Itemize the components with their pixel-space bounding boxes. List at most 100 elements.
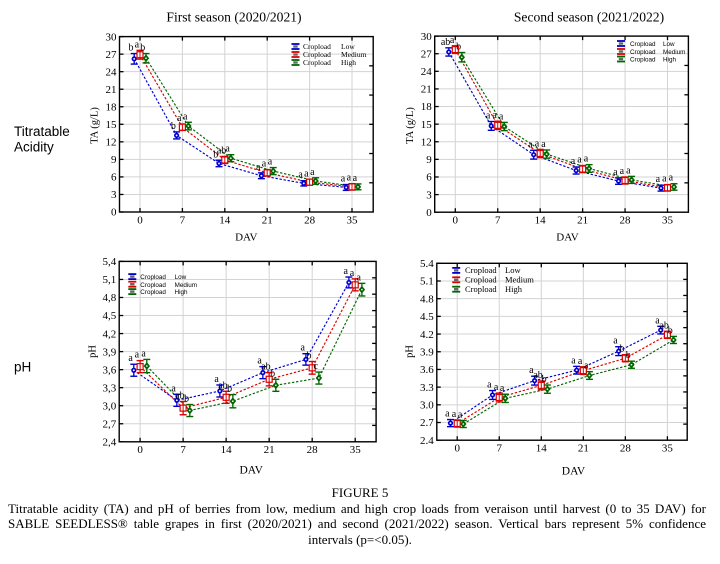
svg-text:pH: pH — [405, 345, 416, 358]
svg-text:28: 28 — [620, 215, 632, 227]
svg-text:DAV: DAV — [235, 231, 257, 243]
svg-text:3.3: 3.3 — [420, 382, 434, 394]
svg-text:a: a — [655, 315, 660, 326]
svg-text:24: 24 — [421, 66, 433, 78]
svg-text:a: a — [458, 409, 463, 420]
svg-text:High: High — [505, 284, 523, 294]
svg-text:14: 14 — [221, 444, 233, 456]
svg-text:0: 0 — [137, 444, 143, 456]
svg-text:DAV: DAV — [239, 464, 263, 476]
svg-text:ab: ab — [218, 380, 227, 391]
svg-text:0: 0 — [426, 207, 432, 219]
svg-text:a: a — [262, 159, 267, 170]
svg-text:ab: ab — [261, 362, 270, 373]
svg-text:Cropload: Cropload — [303, 42, 331, 51]
svg-text:Titratable: Titratable — [14, 124, 70, 139]
svg-text:18: 18 — [421, 101, 433, 113]
svg-text:a: a — [177, 113, 182, 124]
svg-text:6: 6 — [111, 172, 117, 184]
svg-text:21: 21 — [578, 443, 589, 455]
svg-text:21: 21 — [264, 444, 275, 456]
svg-text:b: b — [620, 344, 625, 355]
svg-text:9: 9 — [426, 154, 432, 166]
svg-text:Cropload: Cropload — [140, 274, 166, 281]
svg-text:35: 35 — [662, 215, 674, 227]
svg-text:Cropload: Cropload — [303, 50, 331, 59]
svg-text:a: a — [256, 162, 261, 173]
svg-text:3,6: 3,6 — [102, 364, 116, 376]
svg-text:a: a — [298, 170, 303, 181]
svg-text:Cropload: Cropload — [630, 41, 656, 48]
svg-text:a: a — [584, 361, 589, 372]
svg-text:a: a — [662, 174, 667, 185]
svg-text:a: a — [183, 111, 188, 122]
svg-text:14: 14 — [536, 443, 548, 455]
svg-text:TA (g/L): TA (g/L) — [405, 107, 416, 144]
svg-text:Low: Low — [663, 41, 675, 48]
svg-text:21: 21 — [577, 215, 588, 227]
svg-text:4,8: 4,8 — [102, 292, 116, 304]
svg-text:2.4: 2.4 — [420, 435, 434, 447]
svg-text:3.0: 3.0 — [420, 400, 434, 412]
svg-text:a: a — [571, 355, 576, 366]
svg-text:3.9: 3.9 — [420, 346, 434, 358]
svg-text:21: 21 — [106, 84, 117, 96]
svg-text:7: 7 — [495, 215, 501, 227]
svg-text:3,9: 3,9 — [102, 346, 116, 358]
svg-text:4.5: 4.5 — [420, 311, 434, 323]
svg-text:a: a — [135, 39, 140, 50]
svg-text:24: 24 — [106, 66, 118, 78]
svg-text:5,4: 5,4 — [102, 256, 116, 268]
svg-text:a: a — [268, 157, 273, 168]
svg-text:b: b — [140, 43, 145, 54]
svg-text:a: a — [500, 383, 505, 394]
svg-text:21: 21 — [262, 214, 273, 226]
svg-text:3: 3 — [111, 189, 117, 201]
svg-text:ab: ab — [217, 145, 226, 156]
svg-text:a: a — [128, 353, 133, 364]
svg-text:2.7: 2.7 — [420, 417, 434, 429]
svg-text:b: b — [542, 374, 547, 385]
svg-text:DAV: DAV — [556, 231, 578, 243]
svg-text:6: 6 — [426, 172, 432, 184]
svg-text:7: 7 — [180, 214, 186, 226]
svg-text:a: a — [486, 111, 491, 122]
svg-text:Acidity: Acidity — [14, 140, 54, 155]
svg-text:a: a — [620, 166, 625, 177]
svg-text:a: a — [450, 35, 455, 46]
svg-text:Cropload: Cropload — [303, 58, 331, 67]
svg-text:28: 28 — [307, 444, 319, 456]
svg-text:27: 27 — [106, 49, 118, 61]
svg-text:ab: ab — [441, 37, 450, 48]
svg-text:a: a — [341, 174, 346, 185]
svg-text:a: a — [613, 167, 618, 178]
svg-text:5.1: 5.1 — [420, 276, 434, 288]
svg-text:Medium: Medium — [175, 282, 197, 289]
svg-text:4,5: 4,5 — [102, 310, 116, 322]
svg-text:15: 15 — [421, 119, 433, 131]
svg-text:a: a — [353, 173, 358, 184]
svg-text:TA (g/L): TA (g/L) — [90, 107, 101, 144]
svg-text:15: 15 — [106, 119, 118, 131]
svg-text:First season (2020/2021): First season (2020/2021) — [166, 10, 301, 26]
svg-text:b: b — [456, 42, 461, 53]
svg-text:Medium: Medium — [341, 50, 367, 59]
svg-text:a: a — [656, 174, 661, 185]
svg-text:14: 14 — [219, 214, 231, 226]
svg-text:35: 35 — [350, 444, 362, 456]
svg-text:4.2: 4.2 — [420, 329, 434, 341]
svg-text:a: a — [584, 154, 589, 165]
svg-text:Cropload: Cropload — [465, 265, 497, 275]
svg-text:Medium: Medium — [663, 49, 685, 56]
svg-text:b: b — [227, 384, 232, 395]
svg-text:Low: Low — [341, 42, 355, 51]
svg-text:28: 28 — [304, 214, 316, 226]
svg-text:5,1: 5,1 — [102, 274, 116, 286]
svg-text:a: a — [529, 365, 534, 376]
svg-text:0: 0 — [111, 207, 117, 219]
svg-text:a: a — [171, 383, 176, 394]
svg-text:Cropload: Cropload — [630, 49, 656, 56]
svg-text:a: a — [571, 156, 576, 167]
svg-text:a: a — [141, 348, 146, 359]
svg-text:a: a — [499, 111, 504, 122]
